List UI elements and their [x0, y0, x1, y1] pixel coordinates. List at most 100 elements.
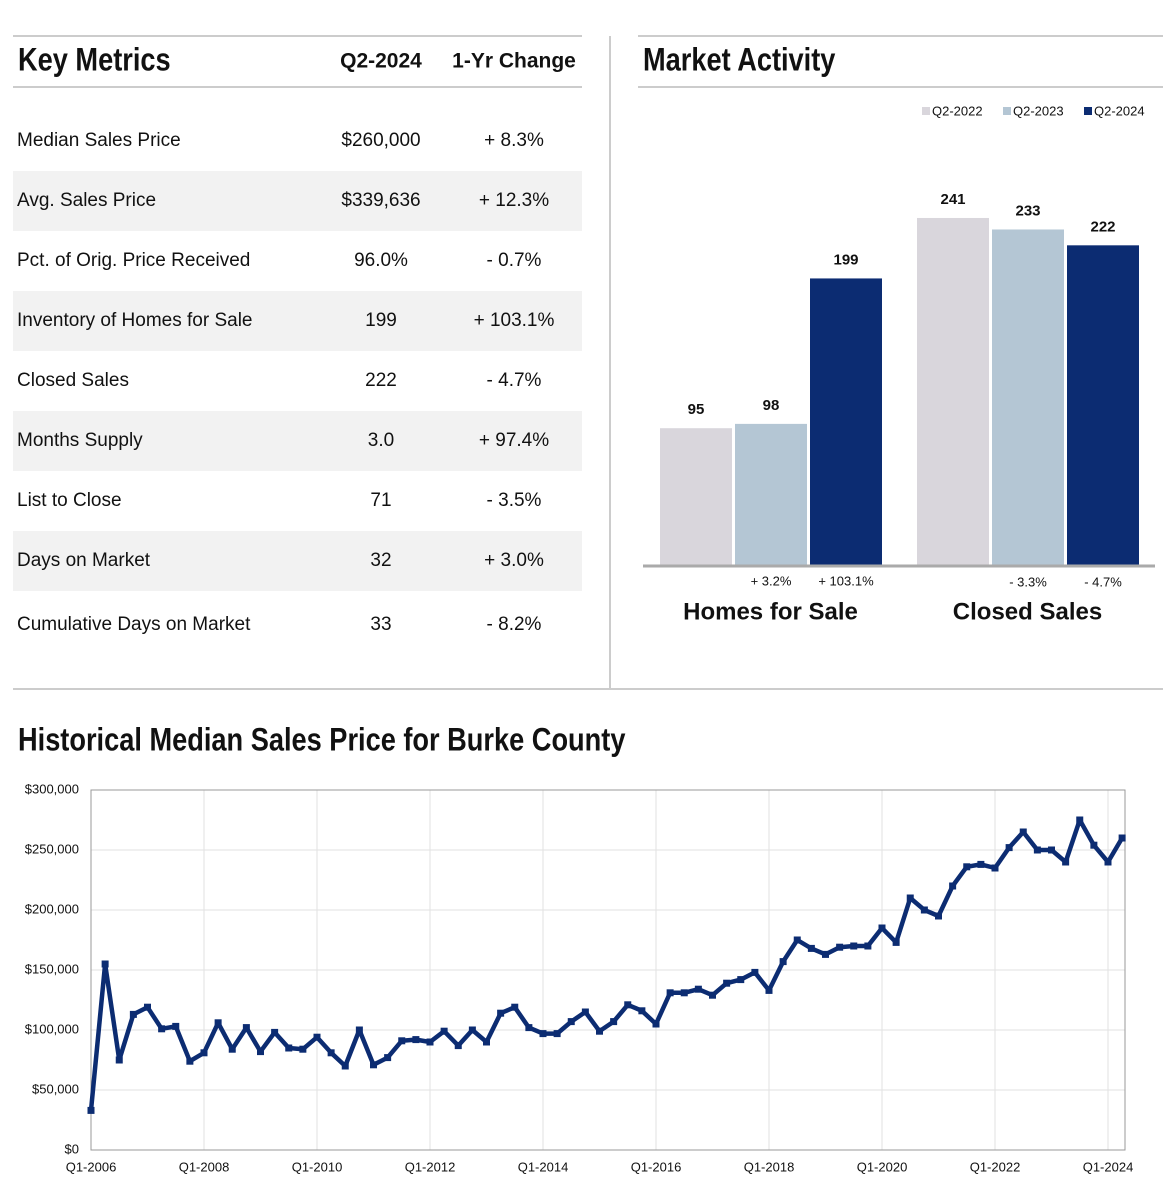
x-tick-label: Q1-2006 [66, 1159, 117, 1174]
chart-title: Market Activity [643, 42, 836, 78]
value-label: 98 [763, 397, 780, 414]
row-label: Closed Sales [17, 370, 129, 391]
category-label: Closed Sales [953, 598, 1102, 625]
point [652, 1020, 660, 1028]
cell: $260,000 [341, 130, 420, 151]
point [1118, 834, 1126, 842]
point [511, 1003, 519, 1011]
change-label: - 3.3% [1009, 574, 1047, 589]
row-label: Days on Market [17, 550, 151, 571]
point [1033, 846, 1041, 854]
legend-label: Q2-2023 [1013, 103, 1064, 118]
x-tick-label: Q1-2008 [179, 1159, 230, 1174]
point [850, 942, 858, 950]
row-shade [13, 531, 582, 591]
row-label: Cumulative Days on Market [17, 614, 251, 635]
bar [735, 423, 807, 565]
bar [660, 428, 732, 565]
point [666, 989, 674, 997]
point [285, 1044, 293, 1052]
x-tick-label: Q1-2018 [744, 1159, 795, 1174]
y-tick-label: $300,000 [25, 781, 79, 796]
cell: + 8.3% [484, 130, 544, 151]
point [906, 894, 914, 902]
row-shade [13, 411, 582, 471]
x-tick-label: Q1-2010 [292, 1159, 343, 1174]
x-tick-label: Q1-2022 [970, 1159, 1021, 1174]
point [751, 968, 759, 976]
row-label: List to Close [17, 490, 122, 511]
x-tick-label: Q1-2024 [1083, 1159, 1134, 1174]
legend-label: Q2-2024 [1094, 103, 1145, 118]
point [341, 1062, 349, 1070]
cell: 33 [370, 614, 391, 635]
x-tick-label: Q1-2014 [518, 1159, 569, 1174]
point [454, 1042, 462, 1050]
x-tick-label: Q1-2012 [405, 1159, 456, 1174]
point [977, 860, 985, 868]
bar [917, 217, 989, 565]
point [807, 944, 815, 952]
point [497, 1009, 505, 1017]
point [525, 1024, 533, 1032]
row-label: Avg. Sales Price [17, 190, 156, 211]
bar [992, 229, 1064, 566]
cell: 32 [370, 550, 391, 571]
y-tick-label: $250,000 [25, 841, 79, 856]
cell: + 103.1% [474, 310, 555, 331]
chart-title: Historical Median Sales Price for Burke … [18, 722, 626, 758]
point [144, 1003, 151, 1011]
point [638, 1007, 646, 1015]
point [680, 989, 688, 997]
point [935, 912, 942, 920]
point [694, 985, 702, 993]
point [836, 943, 844, 951]
point [581, 1008, 589, 1016]
row-label: Median Sales Price [17, 130, 181, 151]
point [299, 1045, 307, 1053]
point [412, 1036, 420, 1044]
cell: 3.0 [368, 430, 394, 451]
value-label: 233 [1015, 202, 1040, 219]
cell: - 0.7% [487, 250, 542, 271]
row-label: Months Supply [17, 430, 143, 451]
point [1005, 844, 1013, 852]
legend-swatch [1084, 107, 1092, 115]
point [172, 1022, 180, 1030]
plot-frame [90, 789, 1126, 1151]
y-tick-label: $150,000 [25, 961, 79, 976]
legend-swatch [1003, 107, 1011, 115]
point [1062, 858, 1070, 866]
value-label: 222 [1090, 218, 1115, 235]
point [1048, 846, 1055, 854]
point [158, 1025, 166, 1033]
point [737, 976, 745, 984]
point [440, 1027, 448, 1035]
point [1019, 828, 1027, 836]
row-shade [13, 291, 582, 351]
change-label: - 4.7% [1084, 574, 1122, 589]
x-tick-label: Q1-2016 [631, 1159, 682, 1174]
point [101, 960, 109, 968]
y-tick-label: $0 [65, 1141, 79, 1156]
point [553, 1030, 561, 1038]
legend-label: Q2-2022 [932, 103, 983, 118]
point [313, 1033, 321, 1041]
table-title: Key Metrics [18, 42, 171, 78]
cell: 199 [365, 310, 397, 331]
point [963, 863, 971, 871]
point [1076, 816, 1084, 824]
point [1104, 858, 1112, 866]
point [596, 1027, 603, 1035]
row-label: Inventory of Homes for Sale [17, 310, 253, 331]
y-tick-label: $100,000 [25, 1021, 79, 1036]
point [793, 936, 801, 944]
bar [1067, 245, 1139, 565]
point [624, 1001, 632, 1009]
point [765, 986, 773, 994]
row-shade [13, 171, 582, 231]
point [370, 1061, 377, 1069]
point [539, 1030, 547, 1038]
column-header: 1-Yr Change [452, 50, 576, 73]
